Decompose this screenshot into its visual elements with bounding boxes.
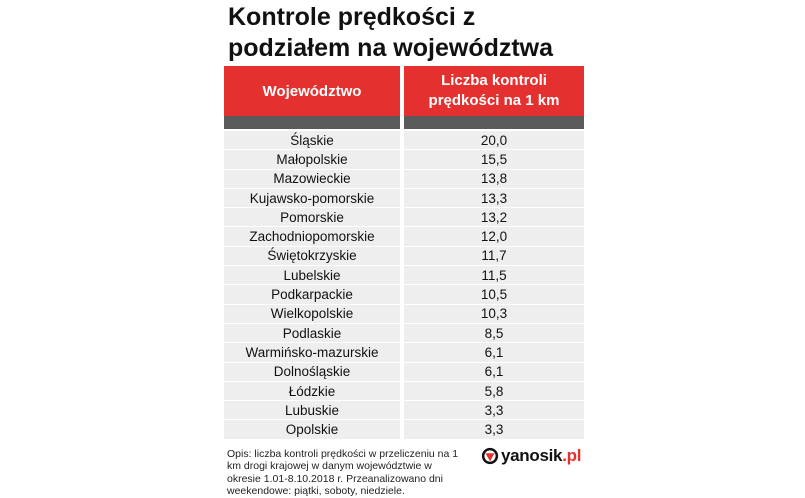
voivodeship-cell: Mazowieckie <box>224 169 400 189</box>
voivodeship-cell: Podlaskie <box>224 323 400 344</box>
logo-name: yanosik <box>501 446 563 465</box>
logo-text: yanosik.pl <box>501 446 581 466</box>
logo-dot: . <box>562 446 567 465</box>
table-row: Lubelskie 11,5 <box>224 266 584 286</box>
table-row: Podlaskie 8,5 <box>224 323 584 344</box>
table-row: Pomorskie 13,2 <box>224 208 584 228</box>
checks-value-cell: 6,1 <box>404 362 584 382</box>
table-row: Wielkopolskie 10,3 <box>224 304 584 324</box>
checks-value-cell: 3,3 <box>404 420 584 440</box>
yanosik-logo: yanosik.pl <box>481 446 581 466</box>
table-row: Śląskie 20,0 <box>224 131 584 151</box>
checks-value-cell: 11,5 <box>404 266 584 286</box>
checks-value-cell: 13,2 <box>404 208 584 228</box>
table-row: Małopolskie 15,5 <box>224 150 584 170</box>
checks-value-cell: 11,7 <box>404 246 584 267</box>
checks-value-cell: 15,5 <box>404 150 584 170</box>
voivodeship-cell: Podkarpackie <box>224 285 400 305</box>
yanosik-logo-icon <box>481 447 499 465</box>
table-row: Dolnośląskie 6,1 <box>224 362 584 382</box>
checks-value-cell: 13,3 <box>404 188 584 209</box>
voivodeship-cell: Opolskie <box>224 420 400 440</box>
checks-value-cell: 20,0 <box>404 131 584 151</box>
checks-value-cell: 5,8 <box>404 381 584 402</box>
checks-value-cell: 13,8 <box>404 169 584 189</box>
column-header-voivodeship: Województwo <box>224 66 400 116</box>
data-table: Województwo Liczba kontroli prędkości na… <box>224 66 584 440</box>
voivodeship-cell: Warmińsko-mazurskie <box>224 343 400 363</box>
table-row: Opolskie 3,3 <box>224 420 584 440</box>
voivodeship-cell: Zachodniopomorskie <box>224 227 400 247</box>
table-row: Lubuskie 3,3 <box>224 401 584 421</box>
table-row: Kujawsko-pomorskie 13,3 <box>224 188 584 209</box>
table-subheader-bar <box>224 116 584 129</box>
table-row: Świętokrzyskie 11,7 <box>224 246 584 267</box>
table-row: Warmińsko-mazurskie 6,1 <box>224 343 584 363</box>
voivodeship-cell: Pomorskie <box>224 208 400 228</box>
table-row: Łódzkie 5,8 <box>224 381 584 402</box>
checks-value-cell: 3,3 <box>404 401 584 421</box>
description-note: Opis: liczba kontroli prędkości w przeli… <box>227 448 459 498</box>
voivodeship-cell: Dolnośląskie <box>224 362 400 382</box>
checks-value-cell: 12,0 <box>404 227 584 247</box>
logo-tld: pl <box>566 446 582 465</box>
checks-value-cell: 8,5 <box>404 323 584 344</box>
checks-value-cell: 6,1 <box>404 343 584 363</box>
voivodeship-cell: Lubuskie <box>224 401 400 421</box>
voivodeship-cell: Świętokrzyskie <box>224 246 400 267</box>
table-header: Województwo Liczba kontroli prędkości na… <box>224 66 584 116</box>
table-body: Śląskie 20,0 Małopolskie 15,5 Mazowieckie 13,… <box>224 131 584 440</box>
voivodeship-cell: Śląskie <box>224 131 400 151</box>
column-header-checks-per-km: Liczba kontroli prędkości na 1 km <box>404 66 584 116</box>
voivodeship-cell: Wielkopolskie <box>224 304 400 324</box>
voivodeship-cell: Łódzkie <box>224 381 400 402</box>
checks-value-cell: 10,5 <box>404 285 584 305</box>
voivodeship-cell: Małopolskie <box>224 150 400 170</box>
checks-value-cell: 10,3 <box>404 304 584 324</box>
voivodeship-cell: Kujawsko-pomorskie <box>224 188 400 209</box>
table-row: Mazowieckie 13,8 <box>224 169 584 189</box>
table-row: Zachodniopomorskie 12,0 <box>224 227 584 247</box>
voivodeship-cell: Lubelskie <box>224 266 400 286</box>
table-row: Podkarpackie 10,5 <box>224 285 584 305</box>
page-title: Kontrole prędkości z podziałem na wojewó… <box>228 3 554 62</box>
